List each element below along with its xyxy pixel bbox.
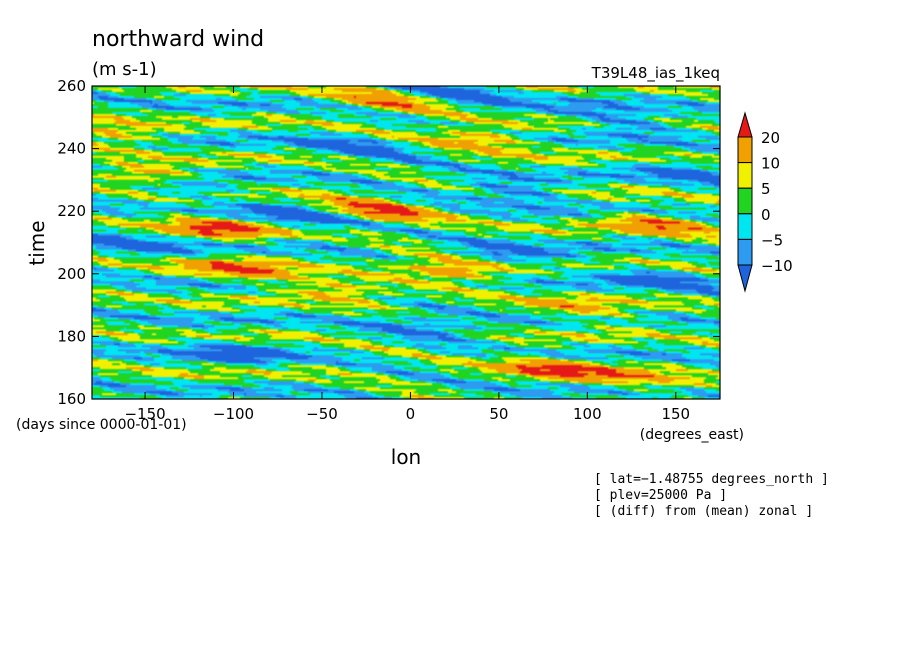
y-tick-label: 160 [57, 390, 86, 408]
x-tick-label: 100 [573, 405, 602, 423]
x-tick-label: 0 [406, 405, 416, 423]
colorbar-label: −10 [761, 257, 793, 275]
x-axis-units: (degrees_east) [640, 427, 744, 443]
y-axis-units: (days since 0000-01-01) [16, 417, 187, 433]
y-axis: 160 180 200 220 240 260 [57, 77, 720, 408]
x-axis: −150 −100 −50 0 50 100 150 [124, 86, 690, 423]
colorbar-label: −5 [761, 231, 783, 249]
chart-title: northward wind [92, 27, 264, 52]
plot-area [91, 85, 721, 400]
annotation-lat: [ lat=−1.48755 degrees_north ] [594, 472, 829, 487]
annotation-plev: [ plev=25000 Pa ] [594, 488, 727, 503]
x-tick-label: −100 [213, 405, 254, 423]
x-axis-label: lon [391, 445, 421, 469]
y-tick-label: 240 [57, 140, 86, 158]
colorbar-swatch [737, 162, 753, 189]
colorbar-bottom-arrow [737, 264, 753, 293]
colorbar-label: 0 [761, 206, 771, 224]
x-tick-label: 150 [661, 405, 690, 423]
colorbar-label: 20 [761, 129, 780, 147]
annotation-diff: [ (diff) from (mean) zonal ] [594, 504, 813, 519]
colorbar-label: 10 [761, 155, 780, 173]
x-tick-label: 50 [489, 405, 508, 423]
x-tick-label: −150 [124, 405, 165, 423]
heatmap-field [92, 86, 720, 399]
colorbar-top-arrow [737, 111, 753, 138]
colorbar-label: 5 [761, 180, 771, 198]
colorbar-swatch [737, 238, 753, 266]
plot-frame [91, 85, 721, 400]
colorbar-swatch [737, 136, 753, 164]
dataset-label: T39L48_ias_1keq [591, 64, 720, 83]
y-axis-label: time [25, 220, 49, 265]
colorbar-swatch [737, 187, 753, 215]
y-tick-label: 200 [57, 265, 86, 283]
y-tick-label: 260 [57, 77, 86, 95]
colorbar: 20 10 5 0 −5 −10 [737, 111, 793, 293]
colorbar-swatch [737, 213, 753, 240]
y-tick-label: 220 [57, 202, 86, 220]
chart-units: (m s-1) [92, 59, 157, 80]
x-tick-label: −50 [306, 405, 338, 423]
y-tick-label: 180 [57, 327, 86, 345]
